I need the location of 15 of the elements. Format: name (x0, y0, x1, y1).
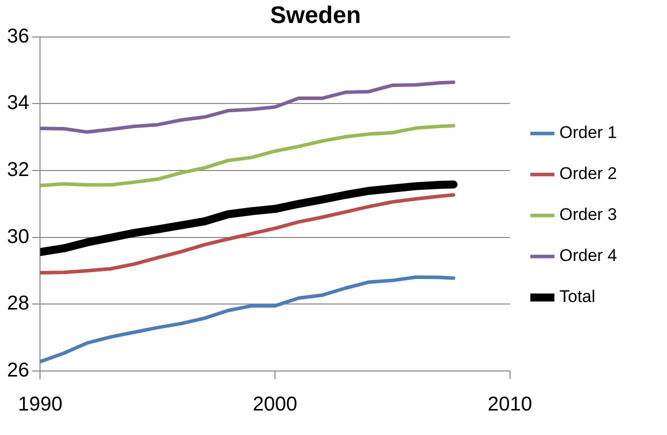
legend-label: Total (559, 287, 596, 306)
y-tick-label: 30 (6, 226, 30, 248)
legend-label: Order 1 (559, 123, 618, 142)
legend-label: Order 3 (559, 205, 618, 224)
y-tick-label: 34 (6, 92, 30, 114)
legend-label: Order 2 (559, 164, 618, 184)
legend-label: Order 4 (559, 246, 618, 266)
y-tick-label: 26 (6, 360, 30, 382)
x-tick-label: 1990 (18, 394, 62, 416)
x-tick-label: 2000 (252, 394, 298, 416)
y-tick-label: 28 (6, 292, 30, 315)
y-tick-label: 32 (6, 158, 30, 181)
y-tick-label: 36 (6, 25, 30, 48)
x-tick-label: 2010 (488, 394, 532, 416)
chart-title: Sweden (270, 2, 361, 30)
